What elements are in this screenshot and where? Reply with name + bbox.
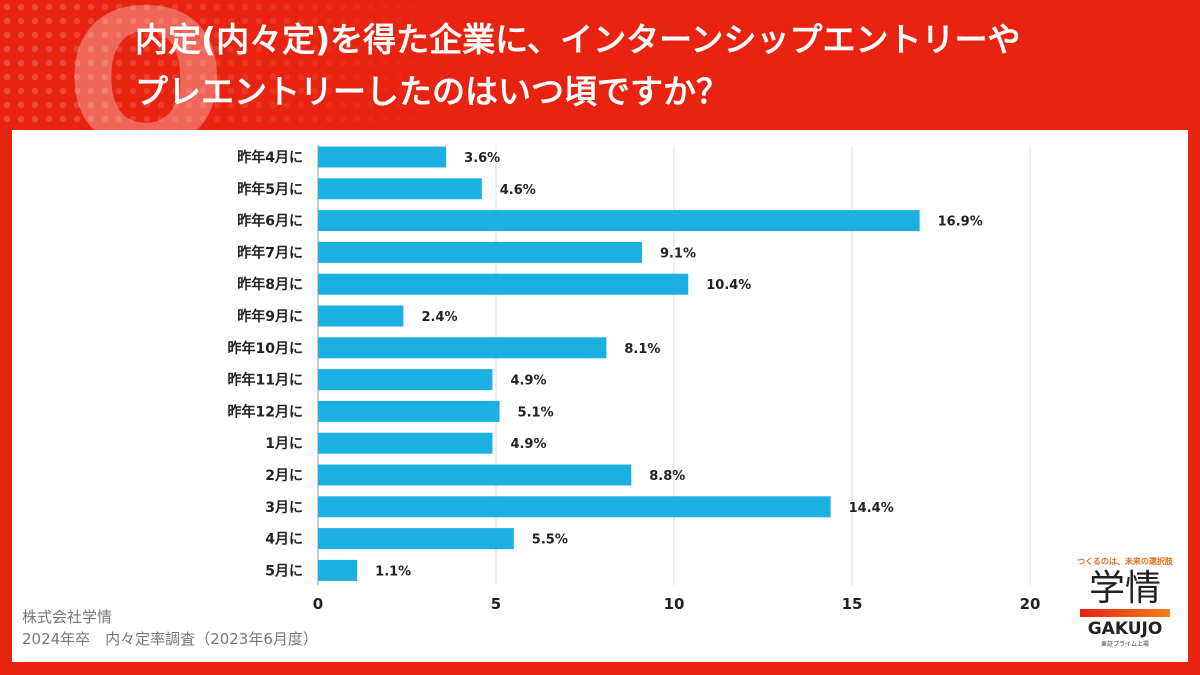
data-label: 14.4% [849, 501, 894, 516]
source-note: 株式会社学情 2024年卒 内々定率調査（2023年6月度） [22, 606, 318, 650]
y-category-label: 昨年9月に [237, 308, 303, 325]
data-label: 1.1% [375, 564, 411, 579]
y-category-label: 3月に [265, 500, 303, 516]
y-category-label: 昨年6月に [237, 213, 303, 230]
y-category-label: 昨年8月に [237, 276, 303, 293]
bar [318, 528, 514, 550]
chart-title: 内定(内々定)を得た企業に、インターンシップエントリーや プレエントリーしたのは… [135, 14, 1175, 118]
x-tick-label: 20 [1020, 595, 1041, 613]
y-category-label: 4月に [265, 532, 303, 548]
logo-tagline: つくるのは、未来の選択肢 [1077, 557, 1173, 566]
x-tick-label: 15 [842, 595, 863, 613]
y-category-label: 昨年10月に [228, 340, 303, 357]
data-label: 2.4% [421, 310, 457, 325]
x-tick-label: 5 [491, 595, 501, 613]
bar [318, 559, 358, 581]
bar [318, 178, 482, 200]
y-category-label: 昨年11月に [228, 372, 303, 389]
bar [318, 369, 493, 391]
y-category-label: 昨年12月に [228, 403, 303, 420]
header-dot-pattern [0, 0, 1200, 130]
y-category-label: 1月に [265, 436, 303, 452]
title-line-1: 内定(内々定)を得た企業に、インターンシップエントリーや [135, 20, 1021, 59]
bar [318, 305, 404, 327]
bar [318, 496, 831, 518]
data-label: 4.9% [510, 374, 546, 389]
bar [318, 241, 642, 263]
data-label: 3.6% [464, 151, 500, 166]
logo-sub: 東証プライム上場 [1101, 641, 1149, 648]
y-category-label: 昨年4月に [237, 149, 303, 166]
data-label: 4.9% [510, 437, 546, 452]
data-label: 8.8% [649, 469, 685, 484]
source-company: 株式会社学情 [22, 608, 113, 626]
bar [318, 464, 632, 486]
data-label: 5.5% [532, 533, 568, 548]
bar [318, 337, 607, 359]
source-survey: 2024年卒 内々定率調査（2023年6月度） [22, 630, 318, 648]
y-category-label: 昨年7月に [237, 244, 303, 261]
data-label: 5.1% [518, 405, 554, 420]
y-category-label: 5月に [265, 563, 303, 579]
data-label: 4.6% [500, 183, 536, 198]
y-category-label: 2月に [265, 468, 303, 484]
title-line-2: プレエントリーしたのはいつ頃ですか？ [135, 72, 729, 111]
data-label: 10.4% [706, 278, 751, 293]
data-label: 16.9% [938, 215, 983, 230]
bar [318, 210, 920, 232]
logo-bar [1080, 609, 1170, 617]
gakujo-logo: つくるのは、未来の選択肢 学情 GAKUJO 東証プライム上場 [1062, 556, 1188, 648]
data-label: 8.1% [624, 342, 660, 357]
x-tick-label: 0 [313, 595, 323, 613]
x-tick-label: 10 [664, 595, 685, 613]
bar [318, 400, 500, 422]
bar [318, 273, 689, 295]
data-label: 9.1% [660, 246, 696, 261]
y-category-label: 昨年5月に [237, 181, 303, 198]
logo-name-en: GAKUJO [1087, 619, 1163, 639]
bar [318, 432, 493, 454]
logo-name-jp: 学情 [1088, 568, 1161, 609]
bar [318, 146, 447, 168]
